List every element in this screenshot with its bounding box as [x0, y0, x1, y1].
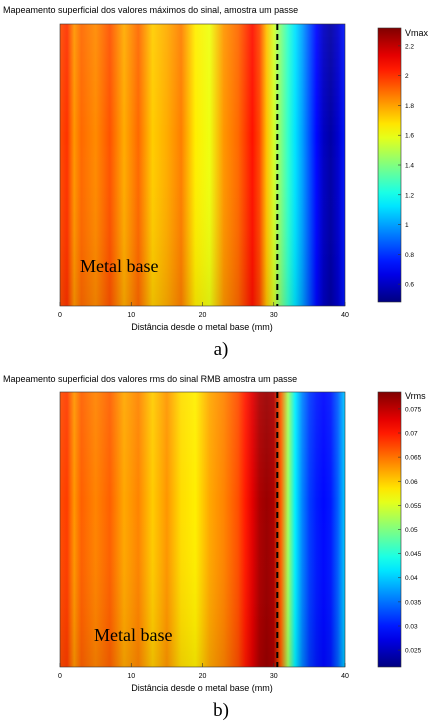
chart-title-a: Mapeamento superficial dos valores máxim… [3, 5, 298, 15]
x-tick-label-a: 20 [199, 312, 207, 319]
colorbar-tick-label-a: 1 [405, 222, 409, 229]
x-axis-label-b: Distância desde o metal base (mm) [131, 683, 273, 693]
colorbar-tick-label-a: 2 [405, 73, 409, 80]
caption-b: b) [213, 700, 229, 721]
heatmap-shade-b [60, 392, 345, 667]
colorbar-tick-label-a: 0.8 [405, 252, 414, 259]
x-tick-label-a: 30 [270, 312, 278, 319]
x-axis-ticks-a: 0 10 20 30 40 [58, 302, 349, 319]
x-axis-label-a: Distância desde o metal base (mm) [131, 322, 273, 332]
colorbar-tick-label-a: 2.2 [405, 43, 414, 50]
colorbar-tick-label-b: 0.065 [405, 455, 422, 462]
colorbar-label-a: Vmax [405, 28, 429, 38]
x-axis-ticks-b: 0 10 20 30 40 [58, 663, 349, 680]
x-tick-label-a: 40 [341, 312, 349, 319]
x-tick-label-b: 40 [341, 673, 349, 680]
x-tick-label-b: 0 [58, 673, 62, 680]
metal-base-label-a: Metal base [80, 256, 158, 276]
colorbar-label-b: Vrms [405, 391, 426, 401]
colorbar-b [378, 392, 401, 667]
colorbar-tick-label-a: 1.8 [405, 103, 414, 110]
x-tick-label-a: 0 [58, 312, 62, 319]
colorbar-tick-label-b: 0.06 [405, 479, 418, 486]
colorbar-tick-label-a: 1.6 [405, 133, 414, 140]
colorbar-tick-label-b: 0.025 [405, 648, 422, 655]
colorbar-ticks-a: 2.2 2 1.8 1.6 1.4 1.2 1 0.8 0.6 [398, 43, 414, 289]
colorbar-tick-label-b: 0.05 [405, 527, 418, 534]
heatmap-panel-b: Mapeamento superficial dos valores rms d… [3, 374, 426, 721]
colorbar-tick-label-b: 0.035 [405, 599, 422, 606]
colorbar-a [378, 28, 401, 302]
colorbar-tick-label-b: 0.075 [405, 406, 422, 413]
colorbar-tick-label-a: 0.6 [405, 282, 414, 289]
x-tick-label-b: 20 [199, 673, 207, 680]
colorbar-tick-label-b: 0.045 [405, 551, 422, 558]
heatmap-panel-a: Mapeamento superficial dos valores máxim… [3, 5, 429, 360]
colorbar-tick-label-b: 0.07 [405, 431, 418, 438]
colorbar-ticks-b: 0.075 0.07 0.065 0.06 0.055 0.05 0.045 0.04 0.03… [398, 406, 422, 655]
heatmap-shade-a [60, 24, 345, 306]
metal-base-label-b: Metal base [94, 625, 172, 645]
x-tick-label-a: 10 [127, 312, 135, 319]
colorbar-tick-label-b: 0.04 [405, 575, 418, 582]
x-tick-label-b: 30 [270, 673, 278, 680]
colorbar-tick-label-b: 0.055 [405, 503, 422, 510]
chart-title-b: Mapeamento superficial dos valores rms d… [3, 374, 297, 384]
colorbar-tick-label-a: 1.4 [405, 163, 414, 170]
colorbar-tick-label-a: 1.2 [405, 192, 414, 199]
caption-a: a) [214, 339, 229, 360]
colorbar-tick-label-b: 0.03 [405, 623, 418, 630]
x-tick-label-b: 10 [127, 673, 135, 680]
